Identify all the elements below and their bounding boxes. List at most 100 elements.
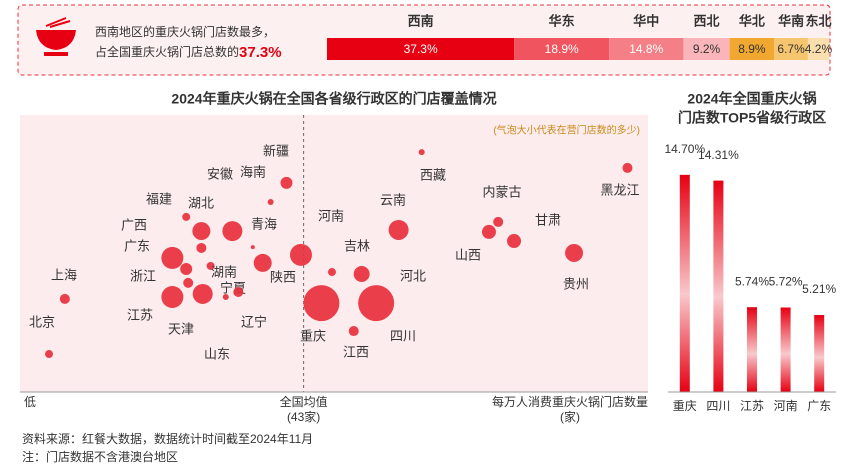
bubble-label: 内蒙古: [482, 184, 521, 199]
bubble: [280, 176, 293, 189]
bubble-label: 山东: [204, 346, 230, 361]
bubble: [507, 234, 522, 249]
bar: [747, 307, 757, 392]
bubble-label: 甘肃: [535, 212, 561, 227]
value-label: 14.70%: [664, 142, 705, 156]
bubble: [250, 245, 255, 250]
bubble: [182, 212, 191, 221]
bubble-label: 上海: [51, 267, 77, 282]
bar-title: 门店数TOP5省级行政区: [678, 110, 826, 126]
bubble: [59, 293, 70, 304]
bubble-label: 河南: [318, 208, 344, 223]
segment: [729, 38, 775, 60]
region-label: 西北: [694, 13, 720, 28]
banner-line: 西南地区的重庆火锅门店数最多，: [95, 24, 275, 39]
region-label: 西南: [408, 13, 434, 28]
bubble-label: 重庆: [300, 328, 326, 343]
x-low-label: 低: [24, 395, 36, 409]
region-label: 华北: [739, 13, 765, 28]
bar: [814, 315, 825, 392]
mean-title: 全国均值: [280, 394, 328, 409]
bubble: [192, 222, 211, 241]
bubble: [196, 242, 207, 253]
x-tick-label: 四川: [706, 399, 730, 413]
segment: [514, 38, 610, 60]
bubble: [303, 285, 340, 322]
banner-text: 占全国重庆火锅门店总数的: [95, 44, 239, 59]
segment-label: 18.9%: [545, 42, 579, 56]
segment-label: 14.8%: [629, 42, 663, 56]
bubble-label: 广西: [121, 217, 147, 232]
segment: [683, 38, 730, 60]
bar: [780, 307, 791, 392]
value-label: 5.21%: [802, 282, 836, 296]
bubble-label: 安徽: [207, 166, 233, 181]
bubble-label: 福建: [146, 191, 172, 206]
segment-label: 9.2%: [693, 42, 721, 56]
bubble: [222, 221, 243, 242]
bubble: [222, 293, 229, 300]
bubble: [161, 246, 184, 269]
bubble-label: 天津: [168, 321, 194, 336]
bubble-label: 湖北: [188, 195, 214, 210]
value-label: 5.74%: [735, 274, 769, 288]
x-tick-label: 河南: [774, 398, 798, 413]
banner-highlight: 37.3%: [239, 44, 282, 61]
bubble-label: 江西: [343, 344, 369, 359]
region-label: 华中: [633, 13, 659, 28]
bubble: [565, 243, 584, 262]
bubble: [622, 162, 633, 173]
bubble: [289, 243, 312, 266]
bubble-label: 湖南: [211, 264, 237, 279]
bubble-label: 贵州: [563, 276, 589, 291]
bubble: [183, 277, 194, 288]
value-label: 5.72%: [769, 275, 803, 289]
x-axis-label: (家): [560, 409, 580, 424]
bubble: [206, 261, 215, 270]
bar: [713, 180, 724, 392]
bubble: [180, 263, 193, 276]
segment-label: 4.2%: [805, 42, 833, 56]
bubble-label: 西藏: [420, 167, 446, 182]
segment-label: 6.7%: [777, 42, 805, 56]
segment: [774, 38, 808, 60]
bubble: [327, 268, 336, 277]
bubble: [481, 224, 496, 239]
plot-area: [20, 115, 648, 392]
bubble-title: 2024年重庆火锅在全国各省级行政区的门店覆盖情况: [171, 91, 496, 107]
bubble-label: 北京: [29, 314, 55, 329]
bubble-label: 海南: [240, 164, 266, 179]
bubble-label: 河北: [400, 268, 426, 283]
region-label: 华南: [778, 13, 804, 28]
x-tick-label: 广东: [807, 399, 831, 413]
bubble-label: 陕西: [270, 269, 296, 284]
bubble: [192, 283, 213, 304]
x-tick-label: 江苏: [740, 399, 764, 413]
segment: [327, 38, 515, 60]
value-label: 14.31%: [698, 148, 739, 162]
bubble: [493, 216, 504, 227]
bubble-label: 浙江: [130, 268, 156, 283]
bubble-subtitle: (气泡大小代表在营门店数的多少): [493, 124, 640, 137]
banner-line: 占全国重庆火锅门店总数的37.3%: [95, 44, 282, 61]
region-label: 东北: [805, 13, 831, 28]
bubble: [418, 149, 425, 156]
bubble: [348, 326, 359, 337]
bubble: [358, 285, 395, 322]
bubble-label: 云南: [380, 192, 406, 207]
bubble-label: 吉林: [344, 238, 370, 253]
bubble-label: 新疆: [263, 143, 289, 158]
bar-title: 2024年全国重庆火锅: [687, 91, 816, 107]
bubble: [233, 287, 244, 298]
segment-label: 37.3%: [404, 42, 438, 56]
bubble-label: 四川: [390, 328, 416, 343]
x-tick-label: 重庆: [673, 399, 697, 413]
bubble-label: 广东: [124, 238, 150, 253]
bowl-icon: [36, 17, 76, 56]
bubble-label: 山西: [455, 247, 481, 262]
bubble-label: 江苏: [127, 307, 153, 322]
mean-label: (43家): [287, 409, 320, 424]
bubble: [267, 198, 274, 205]
